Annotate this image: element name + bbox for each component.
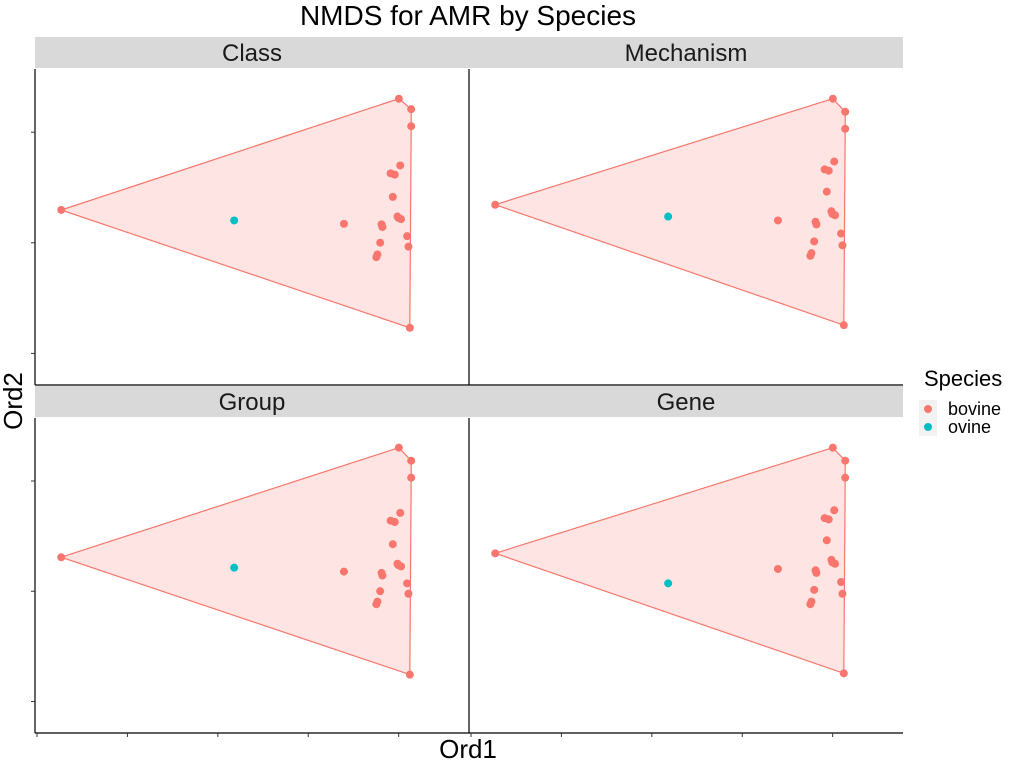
point-bovine [491,200,500,209]
point-bovine [390,518,399,527]
chart-title: NMDS for AMR by Species [300,0,636,31]
point-bovine [372,600,381,609]
legend-key-bovine [924,405,932,413]
point-bovine [491,549,500,558]
point-bovine [339,567,348,576]
point-bovine [404,589,413,598]
point-bovine [822,536,831,545]
legend-title: Species [924,366,1002,391]
point-bovine [396,508,405,517]
point-bovine [841,107,850,116]
point-bovine [407,105,416,114]
hull-bovine [59,447,412,676]
legend-label-ovine: ovine [948,417,991,437]
point-bovine [831,211,840,220]
point-ovine [230,216,239,225]
point-ovine [664,579,673,588]
point-bovine [812,220,821,229]
point-bovine [388,540,397,549]
facet-strip-label: Class [222,40,282,67]
point-bovine [397,562,406,571]
facet-panel-gene: Gene [468,386,903,737]
point-bovine [824,515,833,524]
facet-panel-mechanism: Mechanism [468,37,903,386]
point-bovine [405,323,414,332]
point-bovine [830,506,839,515]
point-bovine [388,192,397,201]
point-bovine [376,238,385,247]
point-bovine [839,669,848,678]
point-bovine [407,473,416,482]
point-bovine [403,232,412,241]
facet-strip [35,386,469,417]
point-bovine [839,321,848,330]
point-bovine [828,443,837,452]
point-bovine [773,564,782,573]
point-bovine [376,587,385,596]
facet-strip [469,386,903,417]
point-bovine [773,216,782,225]
point-bovine [407,456,416,465]
point-bovine [806,600,815,609]
point-bovine [390,170,399,179]
point-bovine [824,166,833,175]
point-bovine [831,559,840,568]
point-bovine [394,94,403,103]
hull-bovine [59,98,412,329]
point-bovine [57,205,66,214]
facet-strip-label: Mechanism [625,40,748,67]
point-bovine [405,670,414,679]
point-bovine [838,589,847,598]
facet-panel-group: Group [31,386,469,737]
point-bovine [403,579,412,588]
legend-label-bovine: bovine [948,399,1001,419]
point-bovine [378,223,387,231]
point-bovine [407,122,416,131]
point-bovine [372,253,381,262]
point-bovine [57,553,66,562]
point-bovine [378,571,387,580]
legend-key-ovine [924,423,932,431]
point-bovine [837,578,846,587]
point-bovine [828,94,837,103]
point-ovine [664,212,673,221]
facet-panels: Class Mechanism Group Gene [31,37,903,737]
facet-panel-class: Class [31,37,469,386]
point-bovine [810,585,819,594]
facet-strip-label: Group [219,389,286,416]
y-axis-label: Ord2 [0,372,28,430]
point-bovine [806,251,815,260]
point-bovine [396,161,405,170]
point-bovine [404,242,413,251]
facet-strip [469,37,903,68]
x-axis-label: Ord1 [439,734,497,764]
facet-strip [35,37,469,68]
point-bovine [397,215,406,224]
hull-bovine [493,447,846,675]
point-bovine [838,241,847,250]
point-bovine [810,237,819,246]
facet-strip-label: Gene [657,389,716,416]
point-bovine [841,473,850,482]
point-bovine [841,456,850,465]
point-bovine [841,124,850,133]
point-bovine [339,219,348,228]
point-bovine [822,187,831,196]
hull-bovine [493,98,846,327]
point-bovine [812,568,821,577]
point-bovine [830,157,839,166]
point-bovine [394,443,403,452]
point-ovine [230,563,239,572]
point-bovine [837,229,846,238]
